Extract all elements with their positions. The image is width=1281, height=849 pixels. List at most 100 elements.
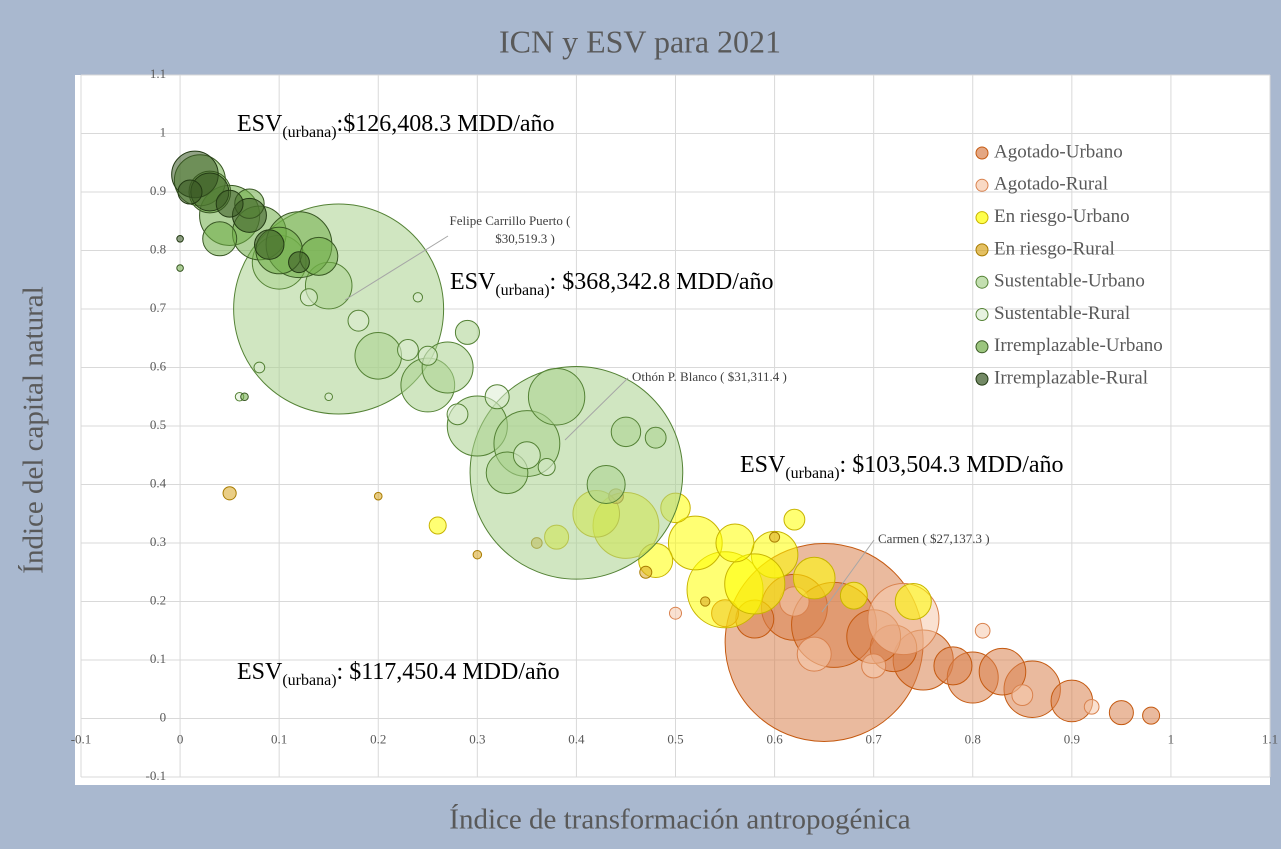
bubble	[177, 179, 203, 205]
callout-label: Felipe Carrillo Puerto (	[450, 213, 571, 228]
callout-label: Carmen ( $27,137.3 )	[878, 531, 990, 546]
bubble	[324, 392, 334, 402]
bubble	[978, 647, 1027, 696]
bubble	[484, 384, 510, 410]
legend-marker	[975, 243, 989, 257]
x-tick-label: 0.7	[866, 731, 883, 746]
y-tick-label: 0.7	[150, 300, 167, 315]
esv-annotation: ESV(urbana): $368,342.8 MDD/año	[450, 269, 774, 299]
bubble	[222, 486, 237, 501]
x-tick-label: -0.1	[71, 731, 92, 746]
bubble	[412, 292, 424, 303]
y-axis-title: Índice del capital natural	[17, 286, 50, 573]
callout-label: $30,519.3 )	[495, 231, 555, 246]
bubble	[783, 508, 806, 531]
x-tick-label: 0.6	[766, 731, 783, 746]
bubble	[792, 556, 836, 600]
y-tick-label: -0.1	[145, 768, 166, 783]
bubble	[215, 189, 244, 218]
esv-annotation: ESV(urbana): $103,504.3 MDD/año	[740, 452, 1064, 482]
y-tick-label: 1	[160, 124, 167, 139]
esv-prefix: ESV	[450, 269, 496, 295]
legend-label: Irremplazable-Urbano	[994, 335, 1163, 356]
x-tick-label: 1	[1168, 731, 1175, 746]
bubble	[894, 582, 932, 621]
legend-marker	[975, 308, 989, 321]
esv-subscript: (urbana)	[282, 124, 336, 141]
bubble	[639, 565, 653, 579]
bubble	[512, 441, 541, 470]
y-tick-label: 0.1	[150, 651, 166, 666]
bubble	[397, 339, 419, 361]
y-tick-label: 0.4	[150, 475, 167, 490]
bubble	[288, 251, 310, 274]
esv-subscript: (urbana)	[785, 465, 839, 482]
legend-label: En riesgo-Rural	[994, 238, 1115, 259]
esv-text: : $368,342.8 MDD/año	[550, 269, 774, 295]
bubble	[644, 426, 667, 449]
y-tick-label: 0	[160, 709, 167, 724]
y-tick-label: 0.3	[150, 534, 166, 549]
legend-label: Agotado-Urbano	[994, 141, 1123, 162]
bubble	[417, 345, 438, 366]
bubbles	[171, 150, 1161, 742]
legend-label: En riesgo-Urbano	[994, 206, 1130, 227]
bubble	[610, 416, 642, 448]
bubble	[1083, 698, 1100, 715]
legend-label: Sustentable-Urbano	[994, 271, 1145, 292]
x-tick-label: 0.4	[568, 731, 585, 746]
bubble	[454, 319, 480, 345]
x-tick-label: 0.8	[965, 731, 981, 746]
legend-marker	[975, 340, 989, 354]
esv-text: : $103,504.3 MDD/año	[840, 452, 1064, 478]
legend-label: Irremplazable-Rural	[994, 367, 1148, 388]
esv-annotation: ESV(urbana): $117,450.4 MDD/año	[237, 659, 560, 689]
legend-marker	[975, 146, 989, 160]
legend-marker	[975, 275, 989, 289]
bubble	[1142, 706, 1161, 725]
callout-label: Othón P. Blanco ( $31,311.4 )	[632, 369, 787, 384]
bubble	[700, 596, 711, 607]
chart-title: ICN y ESV para 2021	[499, 23, 781, 59]
bubble	[933, 646, 973, 686]
bubble	[861, 653, 887, 679]
bubble	[472, 549, 483, 560]
bubble	[373, 491, 383, 501]
bubble	[715, 523, 755, 563]
legend-label: Agotado-Rural	[994, 174, 1108, 195]
esv-prefix: ESV	[740, 452, 786, 478]
x-tick-label: 0.3	[469, 731, 485, 746]
x-tick-label: 0.1	[271, 731, 287, 746]
legend-marker	[975, 211, 989, 225]
esv-prefix: ESV	[237, 659, 283, 685]
esv-subscript: (urbana)	[282, 672, 336, 689]
legend: Agotado-Urbano Agotado-Rural En riesgo-Urb…	[975, 141, 1163, 388]
y-tick-label: 0.5	[150, 417, 166, 432]
leader-line	[821, 539, 875, 613]
y-tick-label: 0.2	[150, 592, 166, 607]
bubble	[446, 403, 469, 426]
legend-label: Sustentable-Rural	[994, 303, 1130, 324]
leader-line	[344, 235, 449, 301]
bubble	[667, 515, 723, 571]
annotations: ESV(urbana):$126,408.3 MDD/añoESV(urbana…	[237, 111, 1064, 689]
bubble	[1011, 684, 1034, 707]
esv-text: : $117,450.4 MDD/año	[337, 659, 560, 685]
x-tick-label: 0.5	[667, 731, 683, 746]
esv-text: :$126,408.3 MDD/año	[337, 111, 555, 137]
y-tick-label: 0.9	[150, 183, 166, 198]
y-tick-label: 1.1	[150, 66, 166, 81]
legend-marker	[975, 178, 989, 192]
bubble	[668, 606, 683, 620]
bubble	[527, 368, 586, 426]
x-tick-label: 0.2	[370, 731, 386, 746]
bubble	[839, 581, 868, 610]
bubble	[796, 636, 832, 672]
esv-prefix: ESV	[237, 111, 283, 137]
bubble	[354, 332, 403, 380]
bubble	[176, 235, 184, 243]
x-tick-label: 1.1	[1262, 731, 1278, 746]
bubble	[254, 229, 285, 260]
bubble	[537, 457, 556, 476]
bubble	[974, 622, 991, 639]
